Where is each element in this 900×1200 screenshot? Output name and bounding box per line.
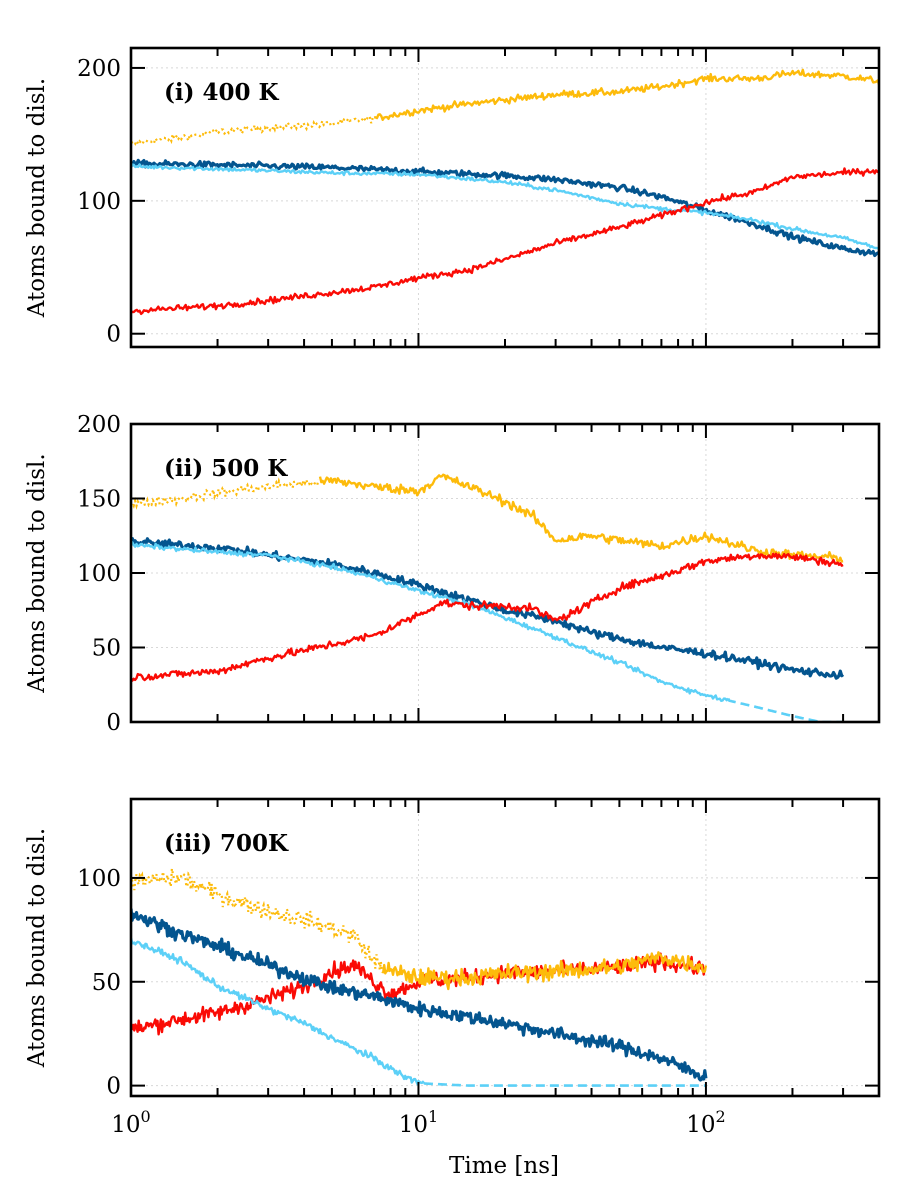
x-tick-label: 101 <box>399 1107 438 1138</box>
y-tick-label: 50 <box>92 636 121 662</box>
y-tick-label: 150 <box>77 487 121 513</box>
series-light_blue-line <box>131 541 730 702</box>
series-group <box>131 473 845 722</box>
series-red-line <box>131 552 844 682</box>
series-red-line <box>131 167 879 316</box>
panel-title: (i) 400 K <box>164 79 280 106</box>
x-ticks <box>130 48 880 347</box>
series-dark_blue-line <box>131 908 708 1082</box>
panel-title: (ii) 500 K <box>164 455 288 482</box>
y-axis-label: Atoms bound to disl. <box>24 828 50 1068</box>
y-tick-label: 100 <box>77 561 121 587</box>
y-tick-label: 50 <box>92 970 121 996</box>
panels: 0 100 200 Atoms bound to disl. (i) 400 K 0 50 1… <box>24 46 881 1138</box>
y-axis-label: Atoms bound to disl. <box>24 78 50 318</box>
series-yellow-line <box>318 473 844 564</box>
x-axis-label: Time [ns] <box>449 1153 559 1179</box>
y-tick-label: 0 <box>106 1074 121 1100</box>
y-axis: 0 100 200 <box>77 56 879 348</box>
y-tick-label: 0 <box>106 710 121 736</box>
panel-title: (iii) 700K <box>164 830 289 857</box>
y-tick-label: 200 <box>77 56 121 82</box>
series-group <box>131 68 879 316</box>
series-yellow-dotted <box>131 868 384 973</box>
panel-2: 0 50 100 150 200 Atoms bound to disl. (ii) 500… <box>24 412 881 736</box>
series-light_blue-line <box>131 937 425 1086</box>
series-yellow-dotted <box>131 115 374 147</box>
series-yellow-line <box>373 68 879 121</box>
series-yellow-line <box>381 951 708 991</box>
x-tick-labels: 100 101 102 <box>111 1107 725 1138</box>
series-yellow-dotted <box>131 476 320 510</box>
y-tick-label: 200 <box>77 412 121 438</box>
x-ticks <box>130 424 880 722</box>
series-light_blue-dashed <box>423 1082 706 1087</box>
series-dark_blue-line <box>131 158 879 258</box>
series-light_blue-dashed <box>726 697 844 722</box>
series-light_blue-line <box>131 163 879 251</box>
x-ticks <box>130 799 880 1096</box>
y-tick-label: 0 <box>106 322 121 348</box>
panel-1: 0 100 200 Atoms bound to disl. (i) 400 K <box>24 46 881 349</box>
series-group <box>131 868 708 1087</box>
x-tick-label: 100 <box>111 1107 150 1138</box>
y-tick-label: 100 <box>77 866 121 892</box>
y-axis-label: Atoms bound to disl. <box>24 453 50 693</box>
y-axis: 0 50 100 <box>77 866 879 1100</box>
x-tick-label: 102 <box>686 1107 725 1138</box>
y-axis: 0 50 100 150 200 <box>77 412 879 736</box>
y-tick-label: 100 <box>77 189 121 215</box>
